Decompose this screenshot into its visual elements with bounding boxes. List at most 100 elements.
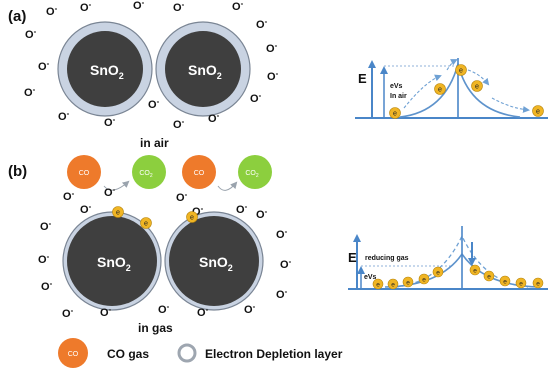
electrons-band-a: e e e e e [389,64,544,119]
oxygen-ion: O- [208,111,220,125]
legend-co-swatch: CO [58,338,88,368]
caption-in-gas: in gas [138,321,173,335]
barrier-label: eVs [390,83,403,90]
svg-text:CO: CO [79,170,90,177]
electron-path [446,59,458,71]
legend: CO CO gas Electron Depletion layer [58,338,343,368]
oxygen-ion: O- [280,257,292,271]
legend-depletion-swatch [177,343,197,363]
svg-text:e: e [393,109,397,117]
grain-b-right: SnO2 [164,211,264,311]
oxygen-ion: O- [267,69,279,83]
electron-path [403,74,442,109]
oxygen-ion: O- [63,189,75,203]
oxygen-ions-a: O- O- O- O- O-O-O-O-O-O-O-O-O-O- O- O-O- [24,0,279,131]
svg-text:e: e [406,279,410,286]
oxygen-ion: O- [176,190,188,204]
svg-text:e: e [536,280,540,287]
electron: e [387,278,399,290]
oxygen-ion: O- [25,27,37,41]
oxygen-ion: O- [192,204,204,218]
oxygen-ion: O- [232,0,244,13]
oxygen-ion: O- [46,4,58,18]
electron: e [471,80,483,92]
svg-text:CO: CO [194,170,205,177]
svg-text:e: e [487,273,491,280]
oxygen-ion: O- [148,97,160,111]
electron: e [432,266,444,278]
svg-text:CO2: CO2 [245,170,259,179]
grain-b-left: SnO2 [62,211,162,311]
svg-text:e: e [475,82,479,90]
grain-label: SnO2 [188,62,222,81]
electrons-band-b: e e e e e e e e e e [372,264,544,290]
oxygen-ion: O- [38,252,50,266]
barrier-label: eVs [364,274,377,281]
oxygen-ion: O- [158,302,170,316]
grain-label: SnO2 [97,254,131,273]
oxygen-ion: O- [104,185,116,199]
oxygen-ion: O- [58,109,70,123]
oxygen-ion: O- [104,115,116,129]
oxygen-ions-b: O- O- O- O- O- O- O- O- O- O- O- O- O- O- O- O- O- O- [38,185,292,320]
electron-path [467,69,490,86]
oxygen-ion: O- [244,302,256,316]
oxygen-ion: O- [236,202,248,216]
electron: e [483,270,495,282]
oxygen-ion: O- [276,287,288,301]
oxygen-ion: O- [41,279,53,293]
panel-a-label: (a) [8,8,26,25]
oxygen-ion: O- [173,0,185,14]
band-diagram-a: E eVs In air e e e e e [355,58,548,119]
caption-in-air: in air [140,136,169,150]
reaction-arrow [217,181,238,191]
grain-label: SnO2 [90,62,124,81]
electron: e [186,211,198,223]
electron: e [499,275,511,287]
grain-a-right: SnO2 [155,21,251,117]
electron: e [140,217,152,229]
electrons-on-grains: e e e [112,206,198,229]
grain-a-left: SnO2 [57,21,153,117]
co-molecule: CO [67,155,101,189]
electron: e [469,264,481,276]
oxygen-ion: O- [256,17,268,31]
energy-axis-label: E [348,250,357,265]
svg-text:e: e [376,281,380,288]
svg-text:e: e [436,269,440,276]
legend-co-gas: CO gas [107,347,149,361]
reaction-arrow [103,180,130,191]
svg-text:CO2: CO2 [139,170,153,179]
oxygen-ion: O- [40,219,52,233]
electron: e [112,206,124,218]
electron: e [532,277,544,289]
oxygen-ion: O- [80,0,92,14]
co2-molecule: CO2 [132,155,166,189]
energy-axis-label: E [358,71,367,86]
svg-text:e: e [459,66,463,74]
svg-text:e: e [503,278,507,285]
electron-path [491,97,530,113]
electron: e [515,277,527,289]
svg-text:e: e [473,267,477,274]
electron: e [434,83,446,95]
oxygen-ion: O- [133,0,145,12]
reducing-gas-label: reducing gas [365,255,409,262]
oxygen-ion: O- [266,41,278,55]
co2-molecule: CO2 [238,155,272,189]
band-diagram-b: E reducing gas eVs e e e e e e e e e e [348,226,548,290]
panel-b-label: (b) [8,163,27,180]
svg-text:e: e [438,85,442,93]
oxygen-ion: O- [256,207,268,221]
svg-text:CO: CO [68,351,79,358]
svg-text:e: e [116,208,120,216]
oxygen-ion: O- [62,306,74,320]
svg-text:e: e [422,276,426,283]
electron: e [532,105,544,117]
electron: e [389,107,401,119]
electron: e [402,276,414,288]
oxygen-ion: O- [197,305,209,319]
co-molecule: CO [182,155,216,189]
electron: e [372,278,384,290]
